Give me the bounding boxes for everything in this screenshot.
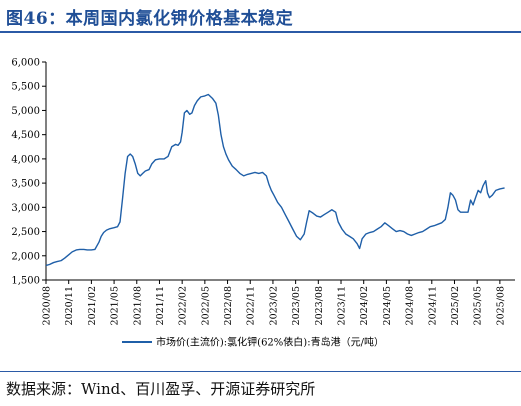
y-tick-label: 3,000 [11,203,40,214]
x-tick-label: 2024/05 [382,286,393,325]
title-underline [0,31,521,33]
x-tick-label: 2023/11 [337,286,348,325]
y-tick-label: 2,500 [11,227,40,238]
y-axis: 1,500 2,000 2,500 3,000 3,500 4,000 4,500 5,000… [11,58,47,287]
x-tick-label: 2025/08 [495,286,506,325]
x-tick-label: 2022/05 [200,286,211,325]
series-line-kcl-price [45,93,505,267]
x-tick-label: 2021/02 [87,286,98,325]
x-tick-label: 2024/02 [359,286,370,325]
x-tick-label: 2025/02 [450,286,461,325]
x-tick-label: 2024/11 [427,286,438,325]
y-tick-label: 4,500 [11,130,40,141]
x-tick-label: 2020/08 [42,286,53,325]
x-tick-label: 2024/08 [405,286,416,325]
legend-label: 市场价(主流价):氯化钾(62%俵白):青岛港（元/吨） [156,336,384,349]
x-tick-label: 2020/11 [64,286,75,325]
x-tick-label: 2023/05 [291,286,302,325]
y-tick-label: 1,500 [11,276,40,287]
y-tick-label: 5,000 [11,106,40,117]
plot-area [45,93,505,267]
figure-title: 图46：本周国内氯化钾价格基本稳定 [6,9,294,29]
x-tick-label: 2022/08 [223,286,234,325]
x-axis: 2020/08 2020/11 2021/02 2021/05 2021/08 2021/… [42,279,515,325]
y-tick-label: 4,000 [11,154,40,165]
x-tick-label: 2022/11 [246,286,257,325]
x-tick-label: 2023/08 [314,286,325,325]
data-source-note: 数据来源：Wind、百川盈孚、开源证券研究所 [6,380,316,398]
price-line-chart: 1,500 2,000 2,500 3,000 3,500 4,000 4,500 5,000… [11,58,515,349]
x-tick-label: 2021/08 [132,286,143,325]
source-divider [0,371,521,372]
x-tick-label: 2022/02 [178,286,189,325]
y-tick-label: 6,000 [11,58,40,69]
x-tick-label: 2023/02 [268,286,279,325]
x-tick-label: 2021/05 [110,286,121,325]
x-tick-label: 2021/11 [155,286,166,325]
x-tick-label: 2025/05 [473,286,484,325]
y-tick-label: 5,500 [11,82,40,93]
y-tick-label: 2,000 [11,251,40,262]
y-tick-label: 3,500 [11,179,40,190]
legend: 市场价(主流价):氯化钾(62%俵白):青岛港（元/吨） [122,336,384,349]
